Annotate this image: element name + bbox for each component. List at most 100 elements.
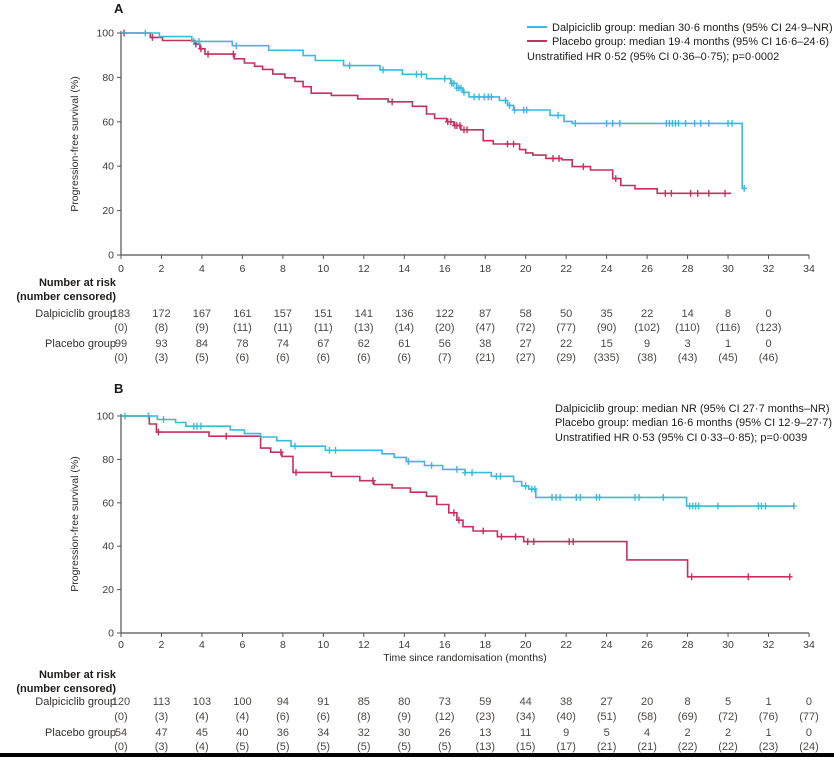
at-risk-count: 78 xyxy=(236,338,249,350)
panel-a-label: A xyxy=(114,1,124,16)
at-risk-count: 38 xyxy=(560,696,573,708)
censored-count: (21) xyxy=(596,741,617,753)
censored-count: (123) xyxy=(755,322,782,334)
at-risk-count: 5 xyxy=(603,727,610,739)
at-risk-header: Number at risk xyxy=(38,669,116,681)
legend-entry-dalpiciclib: Dalpiciclib group: median 30·6 months (9… xyxy=(527,21,833,35)
at-risk-count: 8 xyxy=(724,308,732,320)
censored-count: (43) xyxy=(677,352,698,364)
censored-count: (72) xyxy=(718,711,738,723)
censored-count: (38) xyxy=(637,352,657,364)
legend-text-dalpiciclib: Dalpiciclib group: median 30·6 months (9… xyxy=(552,22,833,34)
at-risk-count: 2 xyxy=(724,727,732,739)
placebo-line-swatch-icon xyxy=(527,40,547,43)
x-tick-label: 32 xyxy=(763,639,775,651)
at-risk-count: 74 xyxy=(276,338,289,350)
at-risk-count: 167 xyxy=(192,308,212,320)
x-tick-label: 22 xyxy=(560,639,572,651)
censored-count: (4) xyxy=(195,711,209,723)
censored-count: (3) xyxy=(154,352,169,364)
y-tick-label: 0 xyxy=(108,628,114,640)
at-risk-count: 161 xyxy=(233,308,252,320)
censored-count: (5) xyxy=(438,741,452,753)
panel-b-y-axis-title: Progression-free survival (%) xyxy=(69,456,81,592)
legend-entry-hr: Unstratified HR 0·53 (95% CI 0·33–0·85);… xyxy=(555,431,832,445)
y-tick-label: 80 xyxy=(102,454,114,466)
at-risk-count: 3 xyxy=(684,338,691,350)
figure-bottom-rule xyxy=(0,753,834,757)
legend-text-placebo: Placebo group: median 19·4 months (95% C… xyxy=(552,36,829,49)
x-tick-label: 14 xyxy=(398,639,410,651)
censored-count: (12) xyxy=(434,711,455,723)
panel-a-legend: Dalpiciclib group: median 30·6 months (9… xyxy=(527,21,833,64)
censored-count: (21) xyxy=(637,741,657,753)
at-risk-count: 54 xyxy=(114,727,128,739)
legend-entry-hr: Unstratified HR 0·52 (95% CI 0·36–0·75);… xyxy=(527,50,833,64)
censor-marks-placebo xyxy=(155,428,793,581)
censored-count: (17) xyxy=(556,741,576,753)
at-risk-count: 22 xyxy=(560,338,573,350)
x-tick-label: 2 xyxy=(159,639,165,651)
x-tick-label: 6 xyxy=(239,263,245,275)
x-tick-label: 4 xyxy=(199,639,205,651)
y-tick-label: 100 xyxy=(96,411,114,423)
x-tick-label: 16 xyxy=(439,639,451,651)
at-risk-count: 13 xyxy=(479,727,492,739)
at-risk-count: 120 xyxy=(111,696,131,708)
at-risk-count: 1 xyxy=(724,338,732,350)
at-risk-count: 56 xyxy=(438,338,451,350)
at-risk-count: 40 xyxy=(236,727,249,739)
at-risk-row-label: Dalpiciclib group xyxy=(35,696,116,708)
x-tick-label: 20 xyxy=(520,263,532,275)
censored-count: (14) xyxy=(394,322,415,334)
x-tick-label: 20 xyxy=(520,639,532,651)
at-risk-count: 50 xyxy=(560,308,573,320)
censored-count: (23) xyxy=(758,741,779,753)
censored-count: (8) xyxy=(154,322,169,334)
at-risk-count: 0 xyxy=(765,338,772,350)
censored-count: (22) xyxy=(718,741,738,753)
censored-count: (13) xyxy=(475,741,495,753)
at-risk-count: 59 xyxy=(479,696,492,708)
at-risk-row-label: Dalpiciclib group xyxy=(35,308,116,320)
censored-count: (72) xyxy=(515,322,536,334)
at-risk-count: 99 xyxy=(114,338,128,350)
censored-count: (5) xyxy=(397,741,411,753)
panel-b-legend: Dalpiciclib group: median NR (95% CI 27·… xyxy=(555,402,832,445)
km-curve-dalpiciclib xyxy=(121,415,795,507)
censored-count: (11) xyxy=(233,322,252,334)
x-axis-title: Time since randomisation (months) xyxy=(383,652,547,664)
censored-count: (6) xyxy=(357,352,371,364)
censored-count: (6) xyxy=(397,352,411,364)
at-risk-count: 183 xyxy=(111,308,131,320)
at-risk-count: 157 xyxy=(273,308,293,320)
x-tick-label: 8 xyxy=(280,263,286,275)
at-risk-count: 1 xyxy=(765,727,772,739)
x-tick-label: 34 xyxy=(803,263,815,275)
censored-count: (29) xyxy=(556,352,576,364)
x-tick-label: 26 xyxy=(641,639,653,651)
x-tick-label: 18 xyxy=(479,263,491,275)
at-risk-count: 87 xyxy=(479,308,492,320)
x-tick-label: 26 xyxy=(641,263,653,275)
x-tick-label: 18 xyxy=(479,639,491,651)
y-tick-label: 80 xyxy=(102,72,114,84)
censored-count: (8) xyxy=(357,711,371,723)
censored-count: (77) xyxy=(799,711,819,723)
censored-count: (40) xyxy=(556,711,576,723)
at-risk-count: 44 xyxy=(519,696,532,708)
x-tick-label: 8 xyxy=(280,639,286,651)
at-risk-count: 80 xyxy=(398,696,411,708)
censored-count: (110) xyxy=(675,322,701,334)
censored-count: (6) xyxy=(235,352,250,364)
censored-count: (69) xyxy=(677,711,698,723)
panel-a-y-axis-title: Progression-free survival (%) xyxy=(69,76,81,212)
censored-count: (6) xyxy=(316,352,331,364)
x-tick-label: 6 xyxy=(239,639,245,651)
legend-text-hr: Unstratified HR 0·53 (95% CI 0·33–0·85);… xyxy=(555,431,808,444)
at-risk-count: 9 xyxy=(644,338,651,350)
x-tick-label: 0 xyxy=(118,639,124,651)
at-risk-count: 4 xyxy=(644,727,651,739)
y-tick-label: 0 xyxy=(108,250,114,262)
